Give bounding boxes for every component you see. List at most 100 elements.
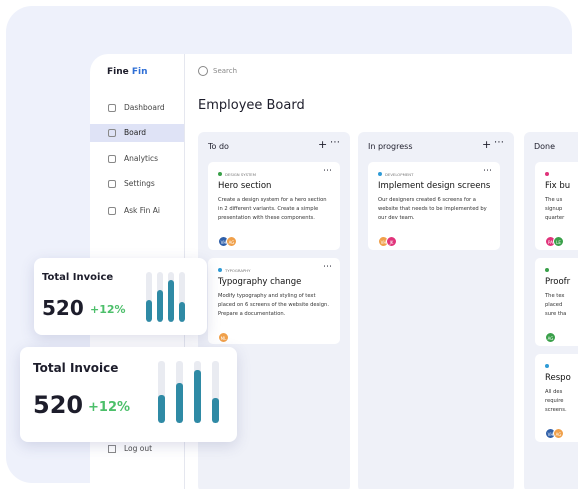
- task-description: website that needs to be implemented by: [378, 206, 487, 212]
- task-description: require: [545, 398, 564, 404]
- tag-dot: [545, 172, 549, 176]
- brand: Fine Fin: [107, 67, 148, 77]
- task-title: Fix bu: [545, 181, 571, 191]
- menu-item[interactable]: Board: [90, 124, 184, 142]
- menu-item[interactable]: Log out: [90, 440, 184, 458]
- task-description: Modify typography and styling of text: [218, 293, 316, 299]
- task-description: Our designers created 6 screens for a: [378, 197, 476, 203]
- task-description: in 2 different variants. Create a simple: [218, 206, 319, 212]
- tag-dot: [545, 364, 549, 368]
- task-card[interactable]: TYPOGRAPHY ⋯ Typography change Modify typog…: [208, 258, 340, 344]
- avatar: ML: [218, 332, 229, 343]
- add-button[interactable]: +: [482, 138, 492, 151]
- task-tag: [545, 266, 578, 274]
- column-title: Done: [534, 142, 556, 151]
- task-description: sure tha: [545, 311, 567, 317]
- task-description: signup: [545, 206, 563, 212]
- task-title: Implement design screens: [378, 181, 491, 191]
- tag-dot: [218, 268, 222, 272]
- invoice-widget: Total Invoice 520 +12%: [34, 258, 207, 335]
- mini-bar: [146, 272, 152, 322]
- tag-label: DESIGN SYSTEM: [225, 171, 256, 177]
- widget-change: +12%: [90, 303, 126, 316]
- tag-dot: [378, 172, 382, 176]
- column-title: To do: [208, 142, 229, 151]
- menu-item[interactable]: Dashboard: [90, 99, 184, 117]
- task-description: presentation with these components.: [218, 215, 315, 221]
- task-card[interactable]: Proofr The tex placed sure tha AG: [535, 258, 578, 346]
- menu-item[interactable]: Analytics: [90, 150, 184, 168]
- avatars: VH JK: [378, 229, 490, 248]
- task-description: placed: [545, 302, 563, 308]
- menu-item[interactable]: Settings: [90, 175, 184, 193]
- tag-dot: [545, 268, 549, 272]
- tag-label: DEVELOPMENT: [385, 171, 414, 177]
- task-title: Respo: [545, 373, 571, 383]
- card-menu[interactable]: ⋯: [483, 166, 492, 176]
- mini-bar: [179, 272, 185, 322]
- card-menu[interactable]: ⋯: [323, 166, 332, 176]
- widget-title: Total Invoice: [33, 361, 119, 375]
- tag-label: TYPOGRAPHY: [225, 267, 251, 273]
- menu-icon: [108, 180, 116, 188]
- menu-icon: [108, 155, 116, 163]
- task-tag: [545, 170, 578, 178]
- task-card[interactable]: Respo All des require screens. VH AG: [535, 354, 578, 442]
- task-title: Proofr: [545, 277, 571, 287]
- more-button[interactable]: ⋯: [494, 137, 504, 148]
- task-tag: DEVELOPMENT: [378, 170, 490, 178]
- menu-icon: [108, 445, 116, 453]
- brand-first: Fine: [107, 67, 129, 77]
- task-description: Prepare a documentation.: [218, 311, 286, 317]
- task-description: quarter: [545, 215, 565, 221]
- task-description: screens.: [545, 407, 567, 413]
- avatar: LE: [553, 236, 564, 247]
- mini-bar: [194, 361, 201, 423]
- task-card[interactable]: DEVELOPMENT ⋯ Implement design screens Our …: [368, 162, 500, 250]
- task-title: Typography change: [218, 277, 302, 287]
- menu-icon: [108, 104, 116, 112]
- avatars: VH AG: [545, 421, 578, 440]
- task-description: placed on 6 screens of the website desig…: [218, 302, 329, 308]
- invoice-widget: Total Invoice 520 +12%: [20, 347, 237, 442]
- avatars: ML: [218, 325, 330, 344]
- board-column: Done Fix bu The us signup quarter PA LE Proofr T…: [524, 132, 578, 489]
- task-description: our dev team.: [378, 215, 415, 221]
- task-tag: DESIGN SYSTEM: [218, 170, 330, 178]
- column-title: In progress: [368, 142, 413, 151]
- task-description: Create a design system for a hero sectio…: [218, 197, 327, 203]
- task-card[interactable]: DESIGN SYSTEM ⋯ Hero section Create a desig…: [208, 162, 340, 250]
- avatar: AG: [545, 332, 556, 343]
- task-tag: [545, 362, 578, 370]
- search-input[interactable]: Search: [213, 67, 238, 75]
- avatar: AG: [553, 428, 564, 439]
- avatars: VH AG: [218, 229, 330, 248]
- mini-bar: [158, 361, 165, 423]
- mini-bar: [212, 361, 219, 423]
- brand-second: Fin: [131, 67, 148, 77]
- menu-item[interactable]: Ask Fin Ai: [90, 202, 184, 220]
- task-card[interactable]: Fix bu The us signup quarter PA LE: [535, 162, 578, 250]
- search-icon: [198, 66, 208, 76]
- mini-bar: [176, 361, 183, 423]
- card-menu[interactable]: ⋯: [323, 262, 332, 272]
- menu-icon: [108, 207, 116, 215]
- widget-value: 520: [42, 296, 84, 320]
- mini-bar: [157, 272, 163, 322]
- avatar: JK: [386, 236, 397, 247]
- widget-value: 520: [33, 391, 84, 419]
- more-button[interactable]: ⋯: [330, 137, 340, 148]
- avatars: PA LE: [545, 229, 578, 248]
- avatars: AG: [545, 325, 578, 344]
- add-button[interactable]: +: [318, 138, 328, 151]
- task-tag: TYPOGRAPHY: [218, 266, 330, 274]
- mini-bar: [168, 272, 174, 322]
- tag-dot: [218, 172, 222, 176]
- avatar: AG: [226, 236, 237, 247]
- widget-title: Total Invoice: [42, 272, 114, 283]
- board-column: In progress + ⋯ DEVELOPMENT ⋯ Implement desig…: [358, 132, 514, 489]
- task-description: All des: [545, 389, 563, 395]
- menu-icon: [108, 129, 116, 137]
- page-title: Employee Board: [198, 98, 305, 113]
